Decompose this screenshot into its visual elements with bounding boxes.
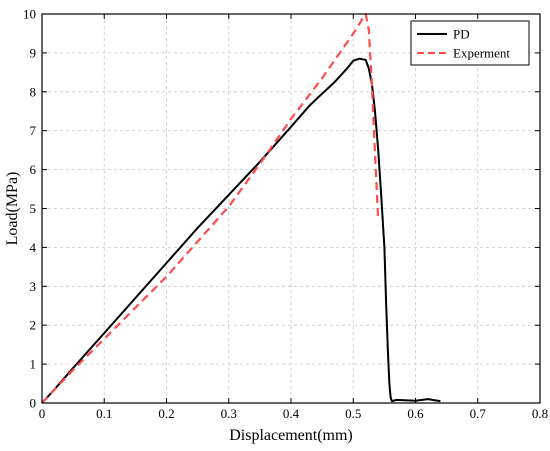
series-line-experment — [41, 12, 380, 404]
y-tick-label: 7 — [30, 123, 37, 138]
x-tick-label: 0.1 — [96, 406, 112, 421]
series-layer — [41, 12, 441, 404]
grid — [42, 14, 540, 403]
x-axis-label: Displacement(mm) — [229, 427, 353, 444]
x-tick-label: 0 — [39, 406, 46, 421]
y-tick-label: 10 — [23, 7, 36, 22]
y-tick-label: 5 — [30, 201, 37, 216]
y-axis-label: Load(MPa) — [4, 172, 21, 246]
y-tick-label: 2 — [30, 318, 37, 333]
y-tick-label: 9 — [30, 45, 37, 60]
y-tick-label: 4 — [30, 240, 37, 255]
x-tick-label: 0.4 — [283, 406, 300, 421]
x-tick-label: 0.6 — [407, 406, 424, 421]
y-tick-label: 1 — [30, 357, 37, 372]
series-line-pd — [41, 57, 441, 404]
x-tick-label: 0.3 — [221, 406, 237, 421]
legend-label: PD — [453, 27, 470, 42]
y-tick-label: 0 — [30, 396, 37, 411]
legend: PD Experment — [410, 20, 530, 66]
ticks: 0 0.1 0.2 0.3 0.4 0.5 0.6 0.7 0.8 0 1 2 3 4 5 6 7 8 9 10 — [23, 7, 548, 422]
legend-label: Experment — [453, 46, 510, 61]
x-tick-label: 0.5 — [345, 406, 361, 421]
y-tick-label: 3 — [30, 279, 37, 294]
y-tick-label: 6 — [30, 162, 37, 177]
y-tick-label: 8 — [30, 84, 37, 99]
x-tick-label: 0.8 — [532, 406, 548, 421]
x-tick-label: 0.7 — [470, 406, 487, 421]
legend-box — [410, 20, 530, 66]
x-tick-label: 0.2 — [158, 406, 174, 421]
